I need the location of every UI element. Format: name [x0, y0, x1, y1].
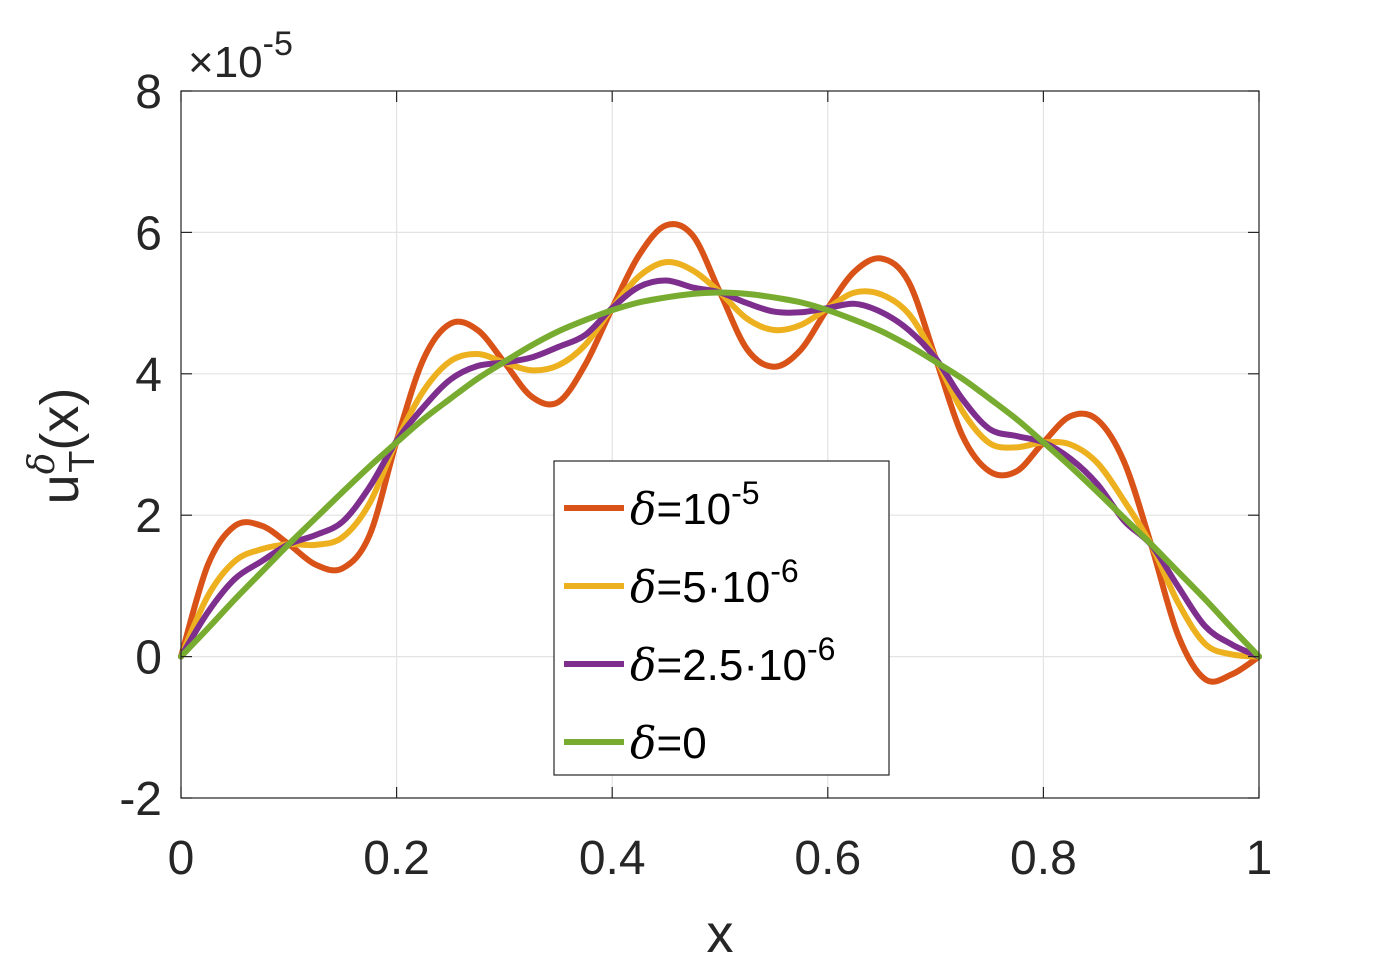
- y-tick-label: 4: [135, 349, 162, 402]
- y-tick-label: -2: [119, 773, 162, 826]
- x-tick-label: 1: [1246, 832, 1273, 885]
- x-tick-label: 0.4: [579, 832, 646, 885]
- legend-items: δ=10-5 δ=5·10-6 δ=2.5·10-6 δ=0: [564, 475, 835, 769]
- plot-frame: [180, 90, 1260, 799]
- x-tick-label: 0.8: [1010, 832, 1077, 885]
- y-tick-label: 6: [135, 207, 162, 260]
- x-tick-label: 0: [168, 832, 195, 885]
- legend: δ=10-5 δ=5·10-6 δ=2.5·10-6 δ=0: [553, 460, 890, 776]
- svg-text:uδT(x): uδT(x): [22, 388, 102, 505]
- legend-label-4: δ=0: [630, 718, 707, 769]
- series-line-4: [178, 289, 1262, 660]
- legend-label-1: δ=10-5: [630, 475, 760, 535]
- y-tick-label: 0: [135, 632, 162, 685]
- x-tick-label: 0.2: [363, 832, 430, 885]
- y-tick-label: 2: [135, 490, 162, 543]
- series-lines: [178, 221, 1262, 685]
- legend-box: [553, 460, 890, 776]
- y-axis-label: uδT(x): [22, 388, 102, 505]
- x-axis-label: x: [707, 904, 734, 964]
- x-tick-label: 0.6: [794, 832, 861, 885]
- y-scale-multiplier: ×10-5: [188, 25, 293, 87]
- y-tick-label: 8: [135, 66, 162, 119]
- legend-label-2: δ=5·10-6: [630, 553, 799, 613]
- legend-label-3: δ=2.5·10-6: [630, 631, 835, 691]
